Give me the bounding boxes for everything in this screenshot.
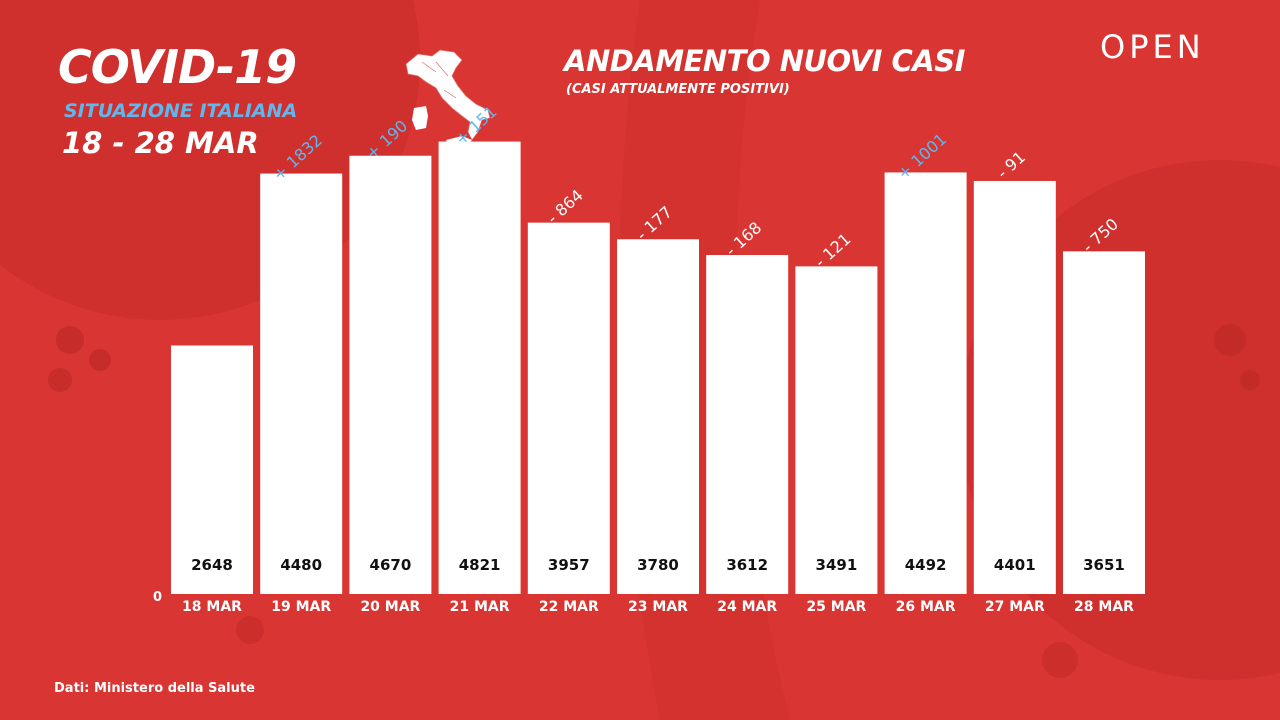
date-range: 18 - 28 MAR [62, 126, 259, 160]
bar [438, 141, 521, 594]
bar [884, 172, 967, 595]
y-tick-label: 0 [153, 590, 162, 605]
bar-value-label: 4480 [280, 556, 322, 574]
x-tick-label: 19 MAR [271, 599, 331, 615]
bar-value-label: 4670 [370, 556, 412, 574]
open-logo: OPEN [1100, 28, 1205, 66]
bar [706, 255, 789, 594]
bar-value-label: 4821 [459, 556, 501, 574]
bar-value-label: 3491 [816, 556, 858, 574]
x-tick-label: 28 MAR [1074, 599, 1134, 615]
x-tick-label: 25 MAR [806, 599, 866, 615]
bar [349, 155, 432, 594]
bar [260, 173, 343, 595]
change-label: - 91 [993, 147, 1029, 182]
bar [973, 180, 1056, 594]
x-tick-label: 18 MAR [182, 599, 242, 615]
bar [527, 222, 610, 595]
x-tick-label: 22 MAR [539, 599, 599, 615]
chart-subtitle: (CASI ATTUALMENTE POSITIVI) [566, 82, 790, 97]
covid-title: COVID-19 [58, 40, 297, 94]
change-label: - 168 [722, 218, 765, 260]
bar-value-label: 3612 [726, 556, 768, 574]
x-tick-label: 26 MAR [896, 599, 956, 615]
chart-title: ANDAMENTO NUOVI CASI [564, 44, 965, 78]
x-tick-label: 21 MAR [450, 599, 510, 615]
x-tick-label: 20 MAR [360, 599, 420, 615]
x-tick-label: 27 MAR [985, 599, 1045, 615]
bar-value-label: 4492 [905, 556, 947, 574]
change-label: - 750 [1079, 214, 1122, 256]
bar-value-label: 2648 [191, 556, 233, 574]
bar-value-label: 3957 [548, 556, 590, 574]
change-label: - 121 [811, 229, 854, 271]
x-tick-label: 23 MAR [628, 599, 688, 615]
bar-value-label: 3651 [1083, 556, 1125, 574]
bar [1063, 251, 1145, 595]
x-tick-label: 24 MAR [717, 599, 777, 615]
bar [171, 345, 253, 594]
change-label: - 177 [633, 202, 676, 244]
situation-subtitle: SITUAZIONE ITALIANA [64, 100, 298, 122]
bar [795, 266, 878, 594]
bar [617, 239, 699, 594]
bar-value-label: 3780 [637, 556, 679, 574]
bar-value-label: 4401 [994, 556, 1036, 574]
data-source: Dati: Ministero della Salute [54, 681, 255, 696]
change-label: - 864 [543, 186, 586, 228]
